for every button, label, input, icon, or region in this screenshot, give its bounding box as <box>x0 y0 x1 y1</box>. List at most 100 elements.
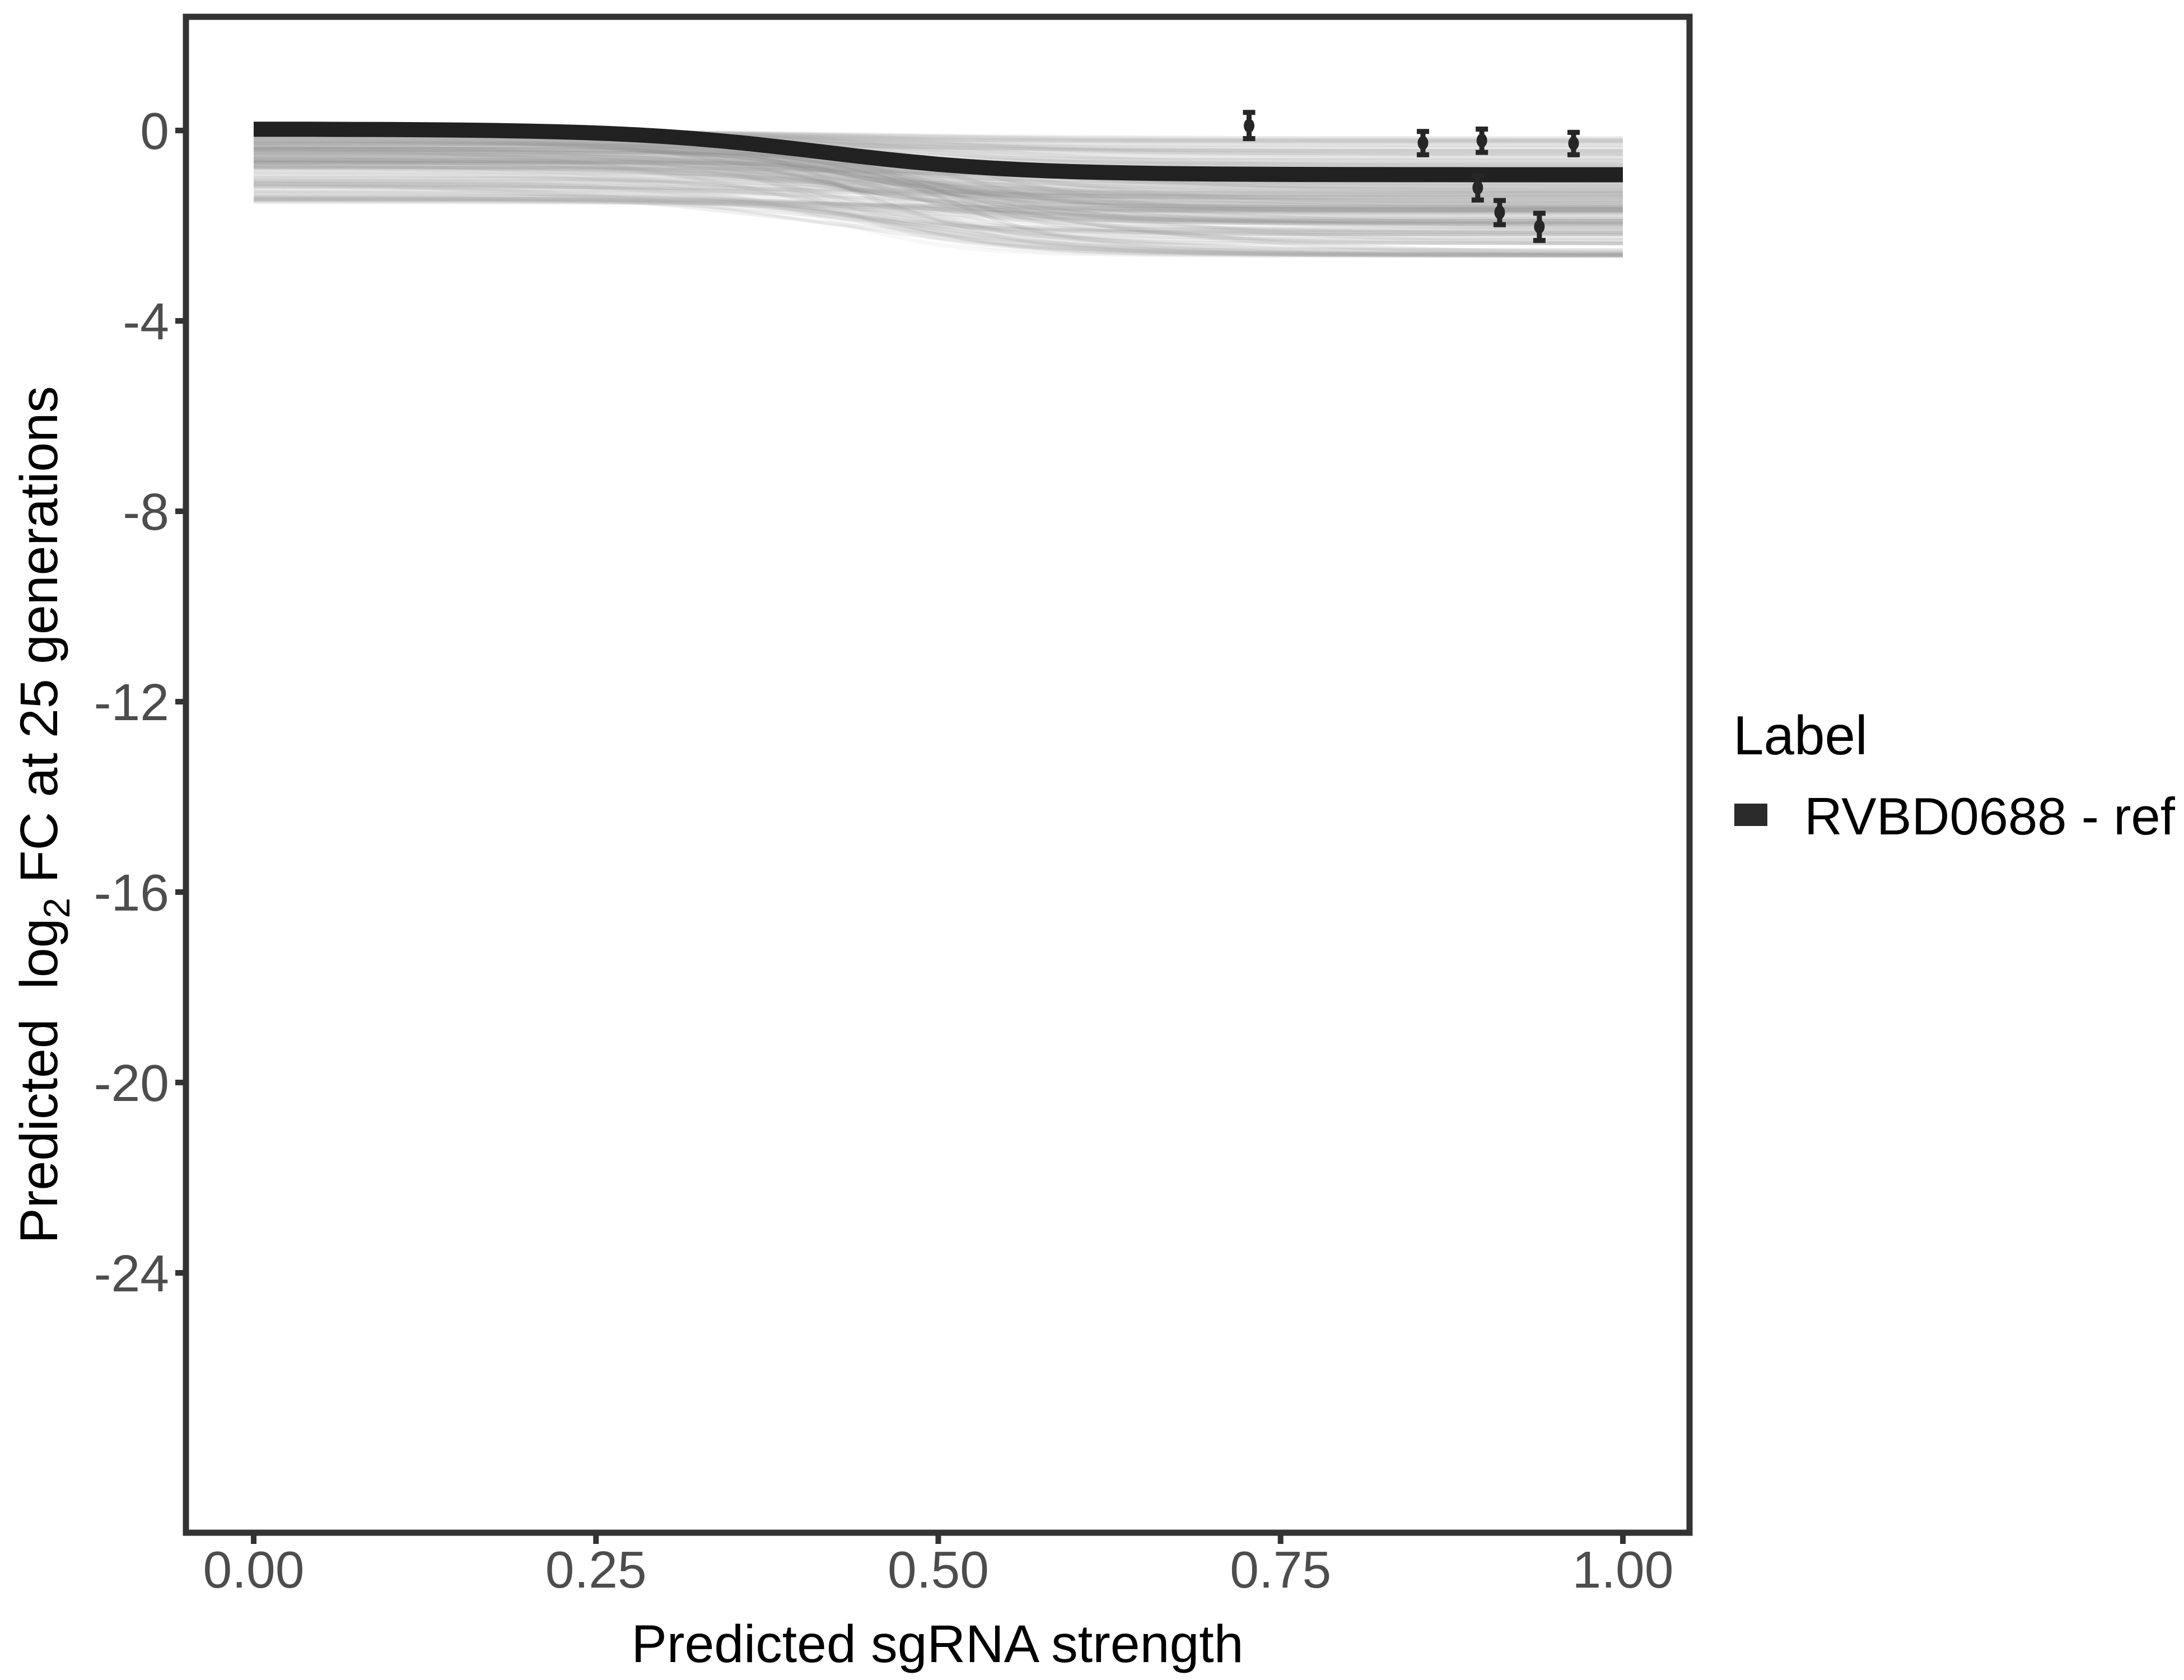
posterior-curve-ensemble <box>253 129 1623 258</box>
posterior-curve <box>254 198 1623 215</box>
posterior-curve <box>253 181 1623 201</box>
y-axis-title-post: FC at 25 generations <box>10 386 69 898</box>
posterior-curve <box>254 184 1623 198</box>
posterior-curve <box>253 190 1623 227</box>
posterior-strand-curve <box>254 159 1623 225</box>
pointrange <box>1243 110 1256 141</box>
posterior-curve <box>253 159 1623 243</box>
posterior-curve <box>254 165 1623 235</box>
posterior-curve <box>253 163 1623 236</box>
posterior-curve <box>253 164 1623 255</box>
posterior-curve <box>254 172 1623 213</box>
posterior-curve <box>254 166 1623 187</box>
data-point-marker <box>1534 220 1545 234</box>
posterior-curve <box>253 175 1623 192</box>
posterior-curve <box>254 198 1623 223</box>
posterior-curve <box>253 148 1623 245</box>
posterior-curve <box>253 169 1623 258</box>
posterior-curve <box>253 147 1623 207</box>
pointrange <box>1471 173 1484 203</box>
posterior-curve <box>253 153 1623 187</box>
x-tick-label: 0.50 <box>888 1541 989 1599</box>
posterior-curve <box>253 188 1623 203</box>
legend-key-swatch <box>1734 804 1767 826</box>
posterior-curve <box>254 179 1623 196</box>
posterior-curve <box>253 132 1623 246</box>
x-tick-label: 0.25 <box>545 1541 647 1599</box>
posterior-curve <box>254 167 1623 214</box>
posterior-curve <box>253 148 1623 189</box>
posterior-curve <box>254 134 1623 198</box>
posterior-strand-curve <box>254 157 1623 213</box>
posterior-curve <box>253 169 1623 186</box>
posterior-curve <box>254 199 1623 212</box>
posterior-curve <box>253 161 1623 197</box>
posterior-curve <box>253 145 1623 254</box>
posterior-curve <box>253 195 1623 236</box>
data-point-marker <box>1244 119 1255 133</box>
posterior-curve <box>253 190 1623 241</box>
posterior-strand-curve <box>254 161 1623 245</box>
posterior-curve <box>254 179 1623 258</box>
posterior-curve <box>253 138 1623 212</box>
pointrange <box>1417 129 1430 157</box>
posterior-curve <box>253 160 1623 258</box>
posterior-curve <box>253 139 1623 220</box>
data-point-marker <box>1417 136 1429 150</box>
posterior-curve <box>253 192 1623 258</box>
pointrange <box>1533 211 1546 243</box>
posterior-curve <box>254 189 1623 223</box>
posterior-curve <box>253 170 1623 223</box>
posterior-curve <box>253 134 1623 202</box>
posterior-curve <box>253 172 1623 235</box>
x-tick-label: 0.00 <box>203 1541 304 1599</box>
y-axis-title-pre: Predicted log <box>10 918 69 1244</box>
posterior-curve <box>253 134 1623 208</box>
x-axis-ticks: 0.00 0.25 0.50 0.75 1.00 <box>203 1533 1674 1599</box>
posterior-curve <box>253 132 1623 228</box>
posterior-strand-curve <box>254 151 1623 222</box>
y-tick-label: -24 <box>94 1244 169 1303</box>
posterior-curve <box>254 154 1623 258</box>
legend-title: Label <box>1733 704 1868 766</box>
posterior-curve <box>253 146 1623 196</box>
posterior-curve <box>253 195 1623 212</box>
posterior-curve <box>254 152 1623 213</box>
posterior-curve <box>254 148 1623 253</box>
posterior-curve <box>254 197 1623 225</box>
posterior-curve <box>253 166 1623 203</box>
y-tick-label: 0 <box>140 102 169 160</box>
posterior-curve <box>253 143 1623 257</box>
posterior-curve <box>253 150 1623 202</box>
y-tick-label: -16 <box>94 864 169 922</box>
posterior-strand-curve <box>254 147 1623 224</box>
posterior-strand-curve <box>254 141 1623 232</box>
posterior-strand-curve <box>254 146 1623 237</box>
x-tick-label: 1.00 <box>1572 1541 1673 1599</box>
data-point-marker <box>1494 205 1505 220</box>
posterior-curve <box>253 178 1623 257</box>
y-axis-title-subscript: 2 <box>36 898 77 918</box>
legend: Label RVBD0688 - ref <box>1733 704 2176 846</box>
posterior-curve <box>254 197 1623 234</box>
posterior-curve <box>253 161 1623 257</box>
posterior-curve <box>254 146 1623 209</box>
y-tick-label: -20 <box>94 1054 169 1112</box>
posterior-curve <box>253 157 1623 256</box>
posterior-strand-curve <box>254 147 1623 206</box>
posterior-curve <box>254 197 1623 227</box>
posterior-curve <box>254 140 1623 192</box>
posterior-curve <box>254 155 1623 206</box>
y-axis-title: Predicted log2 FC at 25 generations <box>10 386 77 1243</box>
posterior-curve <box>253 139 1623 204</box>
posterior-curve <box>254 145 1623 162</box>
posterior-curve <box>253 146 1623 190</box>
observed-pointranges <box>1243 110 1580 243</box>
posterior-curve <box>253 175 1623 226</box>
posterior-curve <box>253 141 1623 153</box>
y-tick-label: -12 <box>94 673 169 731</box>
posterior-curve <box>253 181 1623 258</box>
posterior-curve <box>253 183 1623 200</box>
posterior-curve <box>254 142 1623 226</box>
